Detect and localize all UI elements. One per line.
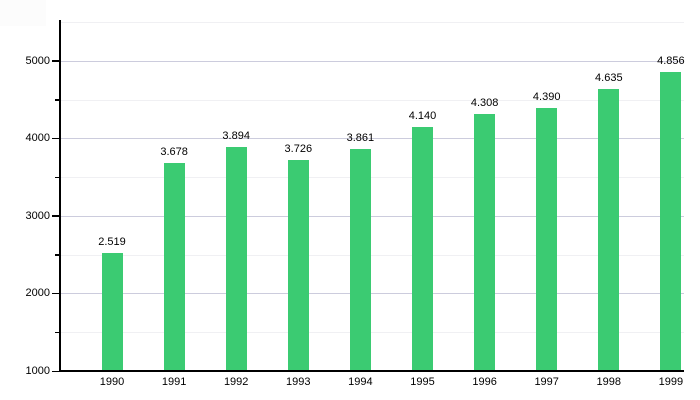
y-axis-label-5000: 5000 (25, 54, 50, 67)
bar-value-label-1991: 3.678 (160, 146, 188, 159)
top-left-artifact (0, 0, 46, 26)
y-tick-minor-1500 (55, 331, 60, 334)
bar-1998[interactable] (598, 89, 620, 370)
y-tick-minor-2500 (55, 254, 60, 256)
gridline-minor-1500 (61, 332, 684, 334)
x-axis-label-1995: 1995 (410, 376, 435, 388)
bar-value-label-1995: 4.140 (408, 110, 437, 123)
bar-value-label-1996: 4.308 (470, 97, 499, 110)
gridline-major-5000 (61, 60, 684, 62)
x-axis-label-1996: 1996 (472, 376, 497, 388)
y-tick-major-4000 (52, 137, 59, 140)
gridline-minor-4500 (61, 99, 684, 101)
bar-value-label-1993: 3.726 (284, 142, 313, 155)
y-tick-major-5000 (52, 60, 59, 62)
y-axis-line (59, 20, 61, 372)
x-axis-label-1999: 1999 (658, 376, 684, 388)
bar-1993[interactable] (287, 159, 309, 370)
bar-1990[interactable] (101, 253, 123, 370)
bar-value-label-1990: 2.519 (98, 236, 126, 249)
bar-1996[interactable] (474, 114, 496, 370)
bar-1999[interactable] (660, 71, 682, 370)
y-tick-major-2000 (52, 292, 59, 295)
x-axis-label-1997: 1997 (534, 376, 559, 388)
bar-value-label-1997: 4.390 (532, 91, 561, 104)
bar-value-label-1992: 3.894 (222, 129, 250, 142)
bar-1994[interactable] (349, 149, 371, 370)
gridline-minor-2500 (61, 254, 684, 256)
y-axis-label-3000: 3000 (25, 209, 50, 222)
gridline-major-4000 (61, 138, 684, 140)
x-axis-label-1998: 1998 (596, 376, 622, 388)
bar-value-label-1994: 3.861 (346, 132, 375, 145)
y-tick-minor-4500 (55, 99, 60, 101)
x-axis-label-1990: 1990 (99, 376, 125, 388)
gridline-minor-5500 (61, 22, 684, 23)
bar-value-label-1999: 4.856 (657, 54, 685, 67)
bar-1997[interactable] (536, 108, 558, 370)
y-tick-minor-3500 (55, 176, 60, 179)
bar-1992[interactable] (225, 146, 247, 370)
gridline-major-2000 (61, 293, 684, 295)
x-axis-label-1993: 1993 (286, 376, 311, 388)
y-axis-label-1000: 1000 (25, 365, 50, 377)
x-axis-label-1994: 1994 (348, 376, 373, 388)
x-axis-label-1991: 1991 (161, 376, 187, 388)
y-tick-major-3000 (52, 215, 59, 217)
bar-1995[interactable] (412, 127, 433, 370)
bar-value-label-1998: 4.635 (595, 72, 623, 85)
y-tick-major-1000 (52, 370, 59, 372)
gridline-minor-3500 (61, 177, 684, 179)
y-axis-label-4000: 4000 (25, 132, 50, 145)
x-axis-line (59, 370, 684, 372)
x-axis-label-1992: 1992 (223, 376, 249, 388)
y-axis-label-2000: 2000 (25, 287, 50, 300)
gridline-major-3000 (61, 215, 684, 217)
bar-1991[interactable] (163, 163, 185, 370)
